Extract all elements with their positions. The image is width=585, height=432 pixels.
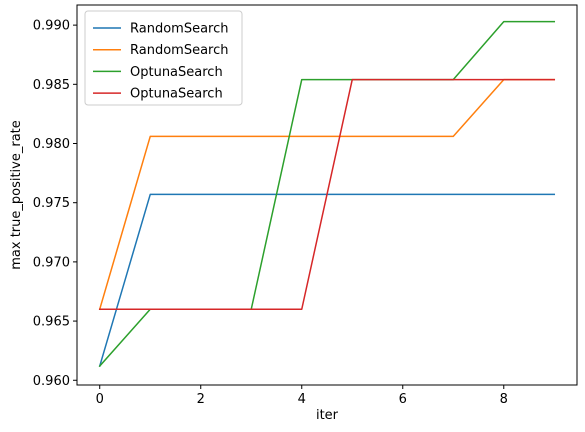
y-tick-label: 0.965 xyxy=(33,315,70,330)
x-tick-label: 8 xyxy=(500,392,508,407)
series-line-4-optunasearch xyxy=(98,78,556,310)
y-tick-label: 0.990 xyxy=(33,19,70,34)
y-tick-label: 0.960 xyxy=(33,374,70,389)
x-tick-label: 0 xyxy=(96,392,104,407)
y-tick-label: 0.980 xyxy=(33,137,70,152)
y-tick-label: 0.970 xyxy=(33,255,70,270)
x-tick-label: 4 xyxy=(298,392,306,407)
y-axis-ticks: 0.960 0.965 0.970 0.975 0.980 0.985 0.990 xyxy=(33,19,77,389)
legend-label-3: OptunaSearch xyxy=(130,65,223,80)
legend-label-4: OptunaSearch xyxy=(130,87,223,102)
plot-frame xyxy=(76,4,578,386)
x-tick-label: 2 xyxy=(197,392,205,407)
legend-label-2: RandomSearch xyxy=(130,43,228,58)
legend-frame xyxy=(84,10,243,106)
x-tick-label: 6 xyxy=(399,392,407,407)
legend: RandomSearch RandomSearch OptunaSearch Optu… xyxy=(84,10,243,106)
y-axis-label: max true_positive_rate xyxy=(9,120,24,270)
y-tick-label: 0.985 xyxy=(33,78,70,93)
series-layer xyxy=(98,20,556,368)
x-axis-label: iter xyxy=(316,408,339,423)
y-tick-label: 0.975 xyxy=(33,196,70,211)
series-line-2-randomsearch xyxy=(98,78,556,311)
legend-label-1: RandomSearch xyxy=(130,22,228,37)
x-axis-ticks: 0 2 4 6 8 xyxy=(96,385,508,407)
